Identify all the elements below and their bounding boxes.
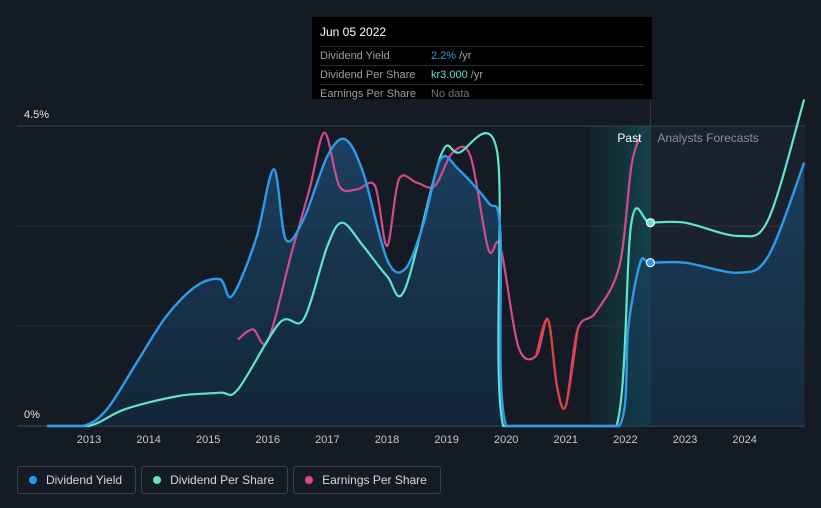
earnings-per-share-dip-line [534,318,579,410]
dividend-yield-line [47,137,806,428]
y-tick-label: 0% [24,409,40,421]
chart-legend: Dividend Yield Dividend Per Share Earnin… [17,466,441,494]
tooltip-unit: /yr [456,50,472,62]
x-tick-label: 2020 [494,434,518,446]
legend-dot-icon [305,476,314,484]
x-tick-label: 2022 [613,434,637,446]
past-label: Past [617,131,642,145]
series-marker [645,258,656,268]
legend-item-earnings-per-share[interactable]: Earnings Per Share [293,466,441,494]
x-tick-label: 2023 [673,434,697,446]
legend-item-dividend-per-share[interactable]: Dividend Per Share [141,466,289,494]
tooltip-value: 2.2% [431,50,457,62]
tooltip-label: Dividend Per Share [320,69,416,81]
legend-label: Dividend Yield [46,473,123,487]
x-tick-label: 2021 [554,434,578,446]
dividend-yield-area [47,138,805,426]
x-tick-label: 2014 [136,434,160,446]
tooltip-date: Jun 05 2022 [320,25,387,39]
tooltip-value: No data [431,88,470,100]
y-tick-label: 4.5% [24,109,49,121]
tooltip-row-earnings-per-share: Earnings Per Share No data [320,84,644,103]
tooltip-value: kr3.000 [431,69,468,81]
x-tick-label: 2015 [196,434,220,446]
x-tick-label: 2016 [256,434,280,446]
tooltip-label: Earnings Per Share [320,88,416,100]
x-tick-label: 2018 [375,434,399,446]
x-tick-label: 2024 [732,434,756,446]
x-tick-label: 2019 [434,434,458,446]
forecast-label: Analysts Forecasts [657,131,758,145]
series-marker [645,218,656,228]
hover-tooltip: Jun 05 2022 Dividend Yield 2.2% /yr Divi… [312,17,652,100]
x-tick-label: 2013 [77,434,101,446]
legend-dot-icon [29,476,37,484]
legend-label: Earnings Per Share [322,473,427,487]
x-tick-label: 2017 [315,434,339,446]
tooltip-unit: /yr [467,69,483,81]
legend-item-dividend-yield[interactable]: Dividend Yield [17,466,137,494]
legend-label: Dividend Per Share [170,473,275,487]
legend-dot-icon [153,476,162,484]
tooltip-label: Dividend Yield [320,50,390,62]
tooltip-row-dividend-per-share: Dividend Per Share kr3.000 /yr [320,65,644,84]
tooltip-row-dividend-yield: Dividend Yield 2.2% /yr [320,46,644,65]
